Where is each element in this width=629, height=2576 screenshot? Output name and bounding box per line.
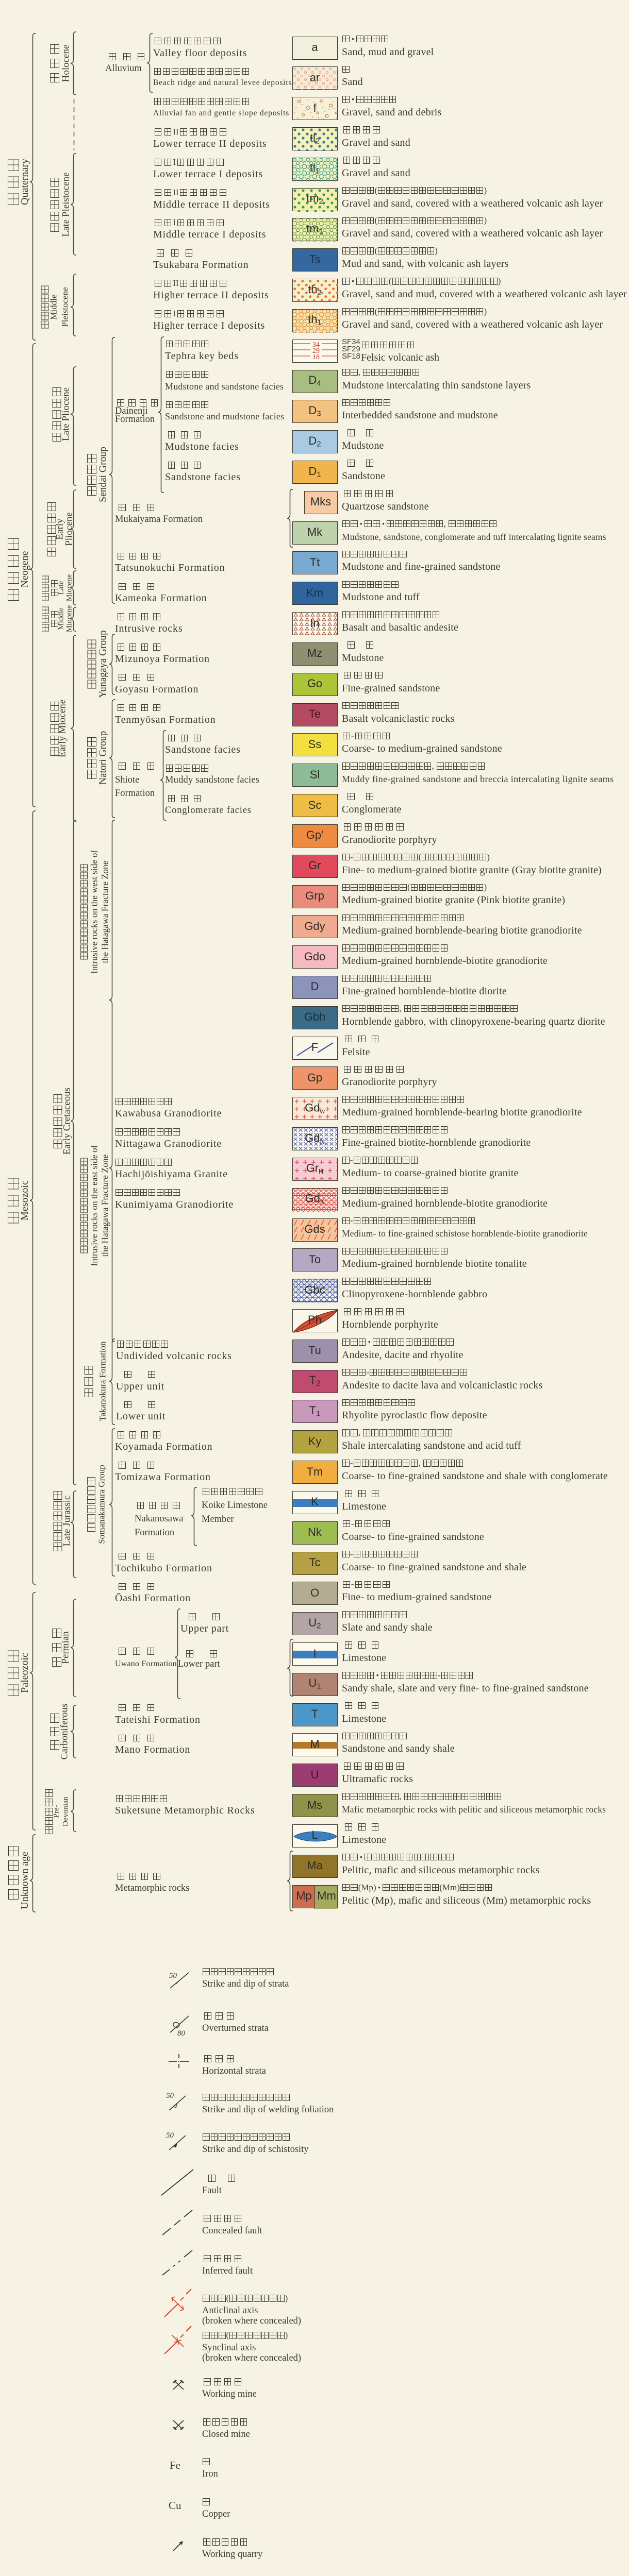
svg-text:80: 80 (177, 2029, 186, 2037)
svg-text:18: 18 (312, 353, 320, 361)
svg-text:50: 50 (166, 2092, 174, 2100)
svg-text:29: 29 (312, 347, 320, 355)
svg-text:50: 50 (166, 2131, 174, 2140)
svg-text:34: 34 (312, 341, 320, 349)
svg-text:50: 50 (169, 1972, 177, 1980)
